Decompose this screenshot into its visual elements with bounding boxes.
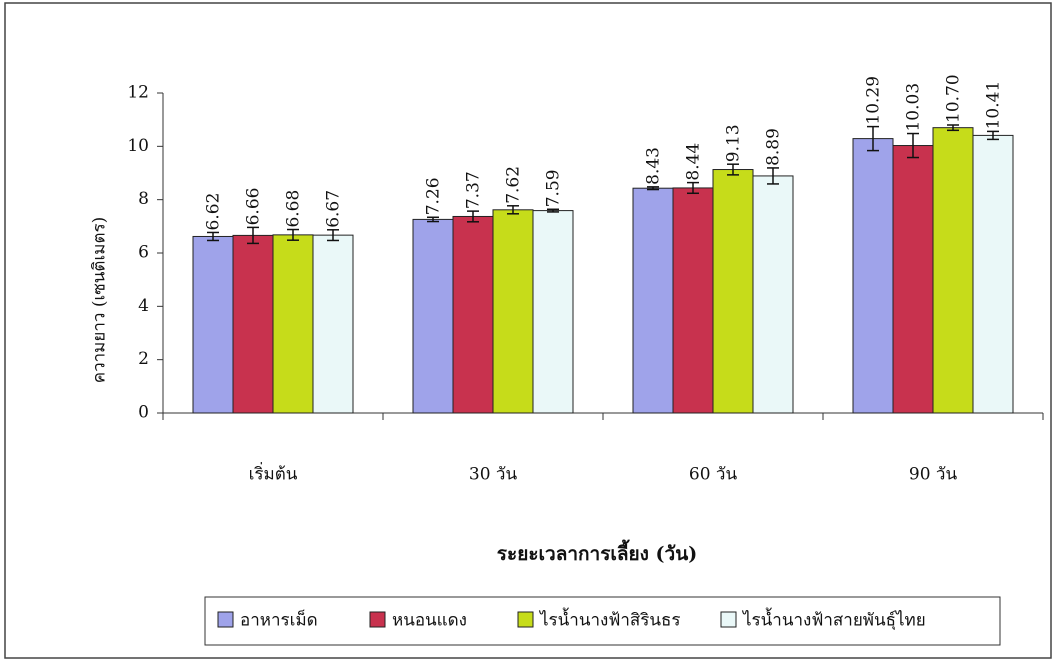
bar [312,234,354,414]
error-bar [767,167,779,185]
error-bar [287,228,299,241]
legend-box [204,596,1001,646]
y-tick-label: 2 [138,349,149,369]
value-label: 6.68 [284,190,304,228]
bar [892,145,934,414]
legend-label: ไรน้ำนางฟ้าสายพันธุ์ไทย [741,608,926,631]
error-bar [947,124,959,132]
error-bar [427,216,439,223]
bar [852,138,894,414]
value-label: 8.89 [764,128,784,166]
error-bar [507,205,519,215]
value-label: 6.66 [244,188,264,226]
y-tick-label: 10 [127,136,149,156]
y-tick-label: 4 [138,296,149,316]
error-bar [907,132,919,159]
value-label: 8.43 [644,147,664,185]
error-bar [687,181,699,195]
bar [712,169,754,414]
error-bar [467,210,479,223]
error-bar [547,208,559,213]
x-tick-label: 90 วัน [909,465,958,485]
bar [492,209,534,414]
value-label: 9.13 [724,124,744,162]
error-bar [207,231,219,242]
value-label: 7.59 [544,169,564,207]
y-tick-label: 0 [138,403,149,423]
bar [412,218,454,414]
value-label: 6.67 [324,190,344,228]
bar [272,234,314,414]
value-label: 7.37 [464,171,484,209]
bar [972,134,1014,414]
error-bar [727,163,739,176]
error-bar [247,226,259,245]
error-bar [987,130,999,141]
value-label: 10.70 [944,74,964,123]
error-bar [647,186,659,191]
bar [232,234,274,414]
legend-swatch [217,611,234,628]
bar [932,127,974,414]
legend-swatch [369,611,386,628]
value-label: 8.44 [684,143,704,181]
x-tick-label: 60 วัน [689,465,738,485]
error-bar [867,125,879,152]
legend-label: ไรน้ำนางฟ้าสิรินธร [538,608,681,631]
value-label: 10.41 [984,81,1004,130]
x-tick-label: เริ่มต้น [249,462,298,485]
error-bar [327,229,339,242]
y-tick-label: 8 [138,189,149,209]
value-label: 10.03 [904,83,924,132]
legend-swatch [517,611,534,628]
bar [672,187,714,414]
x-axis-label: ระยะเวลาการเลี้ยง (วัน) [497,539,697,565]
y-tick-label: 12 [127,83,149,103]
value-label: 7.62 [504,166,524,204]
y-tick-label: 6 [138,243,149,263]
bar [632,187,674,414]
value-label: 6.62 [204,193,224,231]
bar [752,175,794,414]
legend-label: หนอนแดง [392,611,467,631]
bar [192,235,234,414]
value-label: 10.29 [864,76,884,125]
bar [532,210,574,414]
legend-swatch [720,611,737,628]
legend-label: อาหารเม็ด [240,609,318,631]
x-tick-label: 30 วัน [469,465,518,485]
value-label: 7.26 [424,177,444,215]
y-axis-label: ความยาว (เซนติเมตร) [90,217,110,384]
bar [452,215,494,414]
